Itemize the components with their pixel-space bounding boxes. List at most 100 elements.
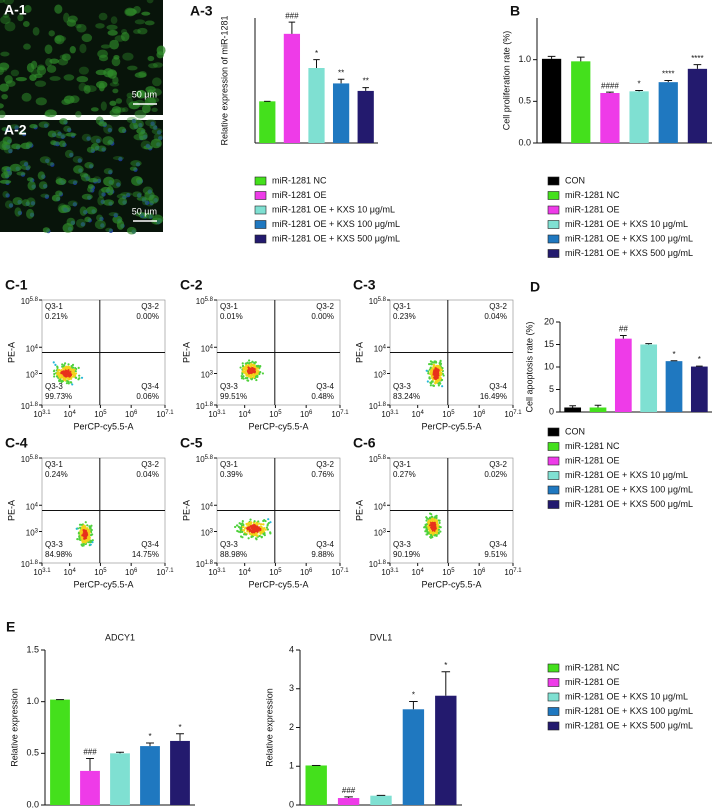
nucleus bbox=[158, 135, 163, 141]
cell bbox=[42, 227, 50, 233]
event-dot bbox=[78, 374, 81, 377]
bar bbox=[600, 93, 620, 143]
cell bbox=[80, 173, 91, 182]
event-dot bbox=[432, 363, 435, 366]
event-dot bbox=[252, 376, 256, 379]
event-dot bbox=[89, 534, 93, 537]
cell bbox=[141, 11, 151, 16]
cell bbox=[51, 194, 61, 202]
tick-exponent: 4 bbox=[420, 568, 424, 574]
tick-label: 104 bbox=[201, 502, 214, 512]
significance-label: ### bbox=[285, 11, 299, 20]
event-dot bbox=[87, 531, 90, 534]
event-dot bbox=[77, 366, 80, 369]
event-dot bbox=[90, 528, 93, 532]
cell bbox=[5, 80, 16, 87]
cell bbox=[49, 76, 61, 81]
cell bbox=[83, 84, 91, 94]
nucleus bbox=[131, 118, 137, 124]
cell bbox=[34, 80, 47, 87]
event-dot bbox=[258, 522, 261, 525]
quadrant-name: Q3-4 bbox=[316, 540, 334, 549]
nucleus bbox=[107, 127, 113, 133]
tick-label: 103 bbox=[201, 370, 214, 380]
event-dot bbox=[66, 380, 69, 383]
legend-label: miR-1281 OE + KXS 10 μg/mL bbox=[565, 219, 688, 229]
tick-base: 10 bbox=[26, 529, 35, 538]
quadrant-percent: 0.76% bbox=[311, 470, 334, 479]
tick-label: 104 bbox=[412, 568, 425, 578]
event-dot bbox=[434, 360, 437, 363]
event-dot bbox=[61, 375, 64, 378]
cell bbox=[95, 23, 105, 29]
cell bbox=[140, 140, 152, 150]
tick-label: 103.1 bbox=[381, 410, 399, 420]
significance-label: * bbox=[698, 355, 701, 364]
event-dot bbox=[78, 377, 81, 380]
tick-base: 10 bbox=[374, 344, 383, 353]
legend-label: miR-1281 OE + KXS 100 μg/mL bbox=[565, 484, 693, 494]
tick-base: 10 bbox=[196, 560, 205, 569]
event-dot bbox=[58, 373, 61, 377]
x-axis-label: PerCP-cy5.5-A bbox=[73, 421, 133, 431]
cell bbox=[2, 13, 10, 18]
event-dot bbox=[87, 539, 90, 542]
quadrant-name: Q3-3 bbox=[45, 382, 63, 391]
event-dot bbox=[258, 534, 261, 538]
event-dot bbox=[247, 530, 250, 533]
tick-base: 10 bbox=[125, 410, 134, 419]
event-dot bbox=[255, 368, 258, 372]
quadrant-name: Q3-3 bbox=[220, 382, 238, 391]
cell bbox=[23, 5, 32, 13]
legend-label: miR-1281 OE + KXS 100 μg/mL bbox=[272, 219, 400, 229]
event-dot bbox=[251, 360, 254, 363]
event-dot bbox=[252, 373, 255, 376]
cell bbox=[141, 104, 151, 114]
cell bbox=[4, 200, 14, 209]
cell bbox=[20, 164, 31, 171]
event-dot bbox=[248, 375, 251, 378]
y-tick-label: 0 bbox=[549, 406, 554, 416]
event-dot bbox=[256, 371, 259, 374]
cell bbox=[94, 219, 106, 230]
event-dot bbox=[252, 529, 256, 533]
event-dot bbox=[241, 362, 244, 365]
legend-swatch bbox=[254, 191, 267, 200]
event-dot bbox=[56, 373, 59, 376]
event-dot bbox=[431, 535, 434, 539]
cell bbox=[86, 206, 98, 215]
cell bbox=[107, 29, 118, 36]
bar bbox=[50, 699, 70, 805]
event-dot bbox=[431, 369, 434, 372]
cell bbox=[147, 55, 155, 62]
event-dot bbox=[63, 373, 66, 376]
legend-label: miR-1281 OE + KXS 100 μg/mL bbox=[565, 706, 693, 716]
cell bbox=[122, 107, 129, 113]
significance-label: **** bbox=[691, 54, 703, 63]
tick-exponent: 5 bbox=[103, 568, 107, 574]
tick-exponent: 3 bbox=[35, 528, 39, 534]
event-dot bbox=[247, 521, 250, 524]
cell bbox=[50, 140, 61, 146]
tick-base: 10 bbox=[196, 297, 205, 306]
panel-label: B bbox=[510, 3, 520, 19]
cell bbox=[75, 218, 86, 228]
cell bbox=[65, 132, 77, 137]
panel-label: A-3 bbox=[190, 3, 213, 19]
legend-label: miR-1281 OE + KXS 100 μg/mL bbox=[565, 233, 693, 243]
event-dot bbox=[438, 525, 441, 528]
event-dot bbox=[240, 375, 243, 378]
cell bbox=[44, 44, 53, 55]
event-dot bbox=[86, 533, 89, 537]
event-dot bbox=[244, 377, 248, 380]
event-dot bbox=[433, 532, 436, 535]
event-dot bbox=[55, 375, 59, 378]
cell bbox=[87, 177, 99, 183]
cell bbox=[115, 98, 123, 104]
cell bbox=[75, 111, 82, 118]
error-bar bbox=[547, 55, 556, 59]
cell bbox=[126, 92, 133, 99]
event-dot bbox=[239, 527, 242, 530]
cell bbox=[1, 166, 12, 171]
bar bbox=[170, 740, 190, 805]
